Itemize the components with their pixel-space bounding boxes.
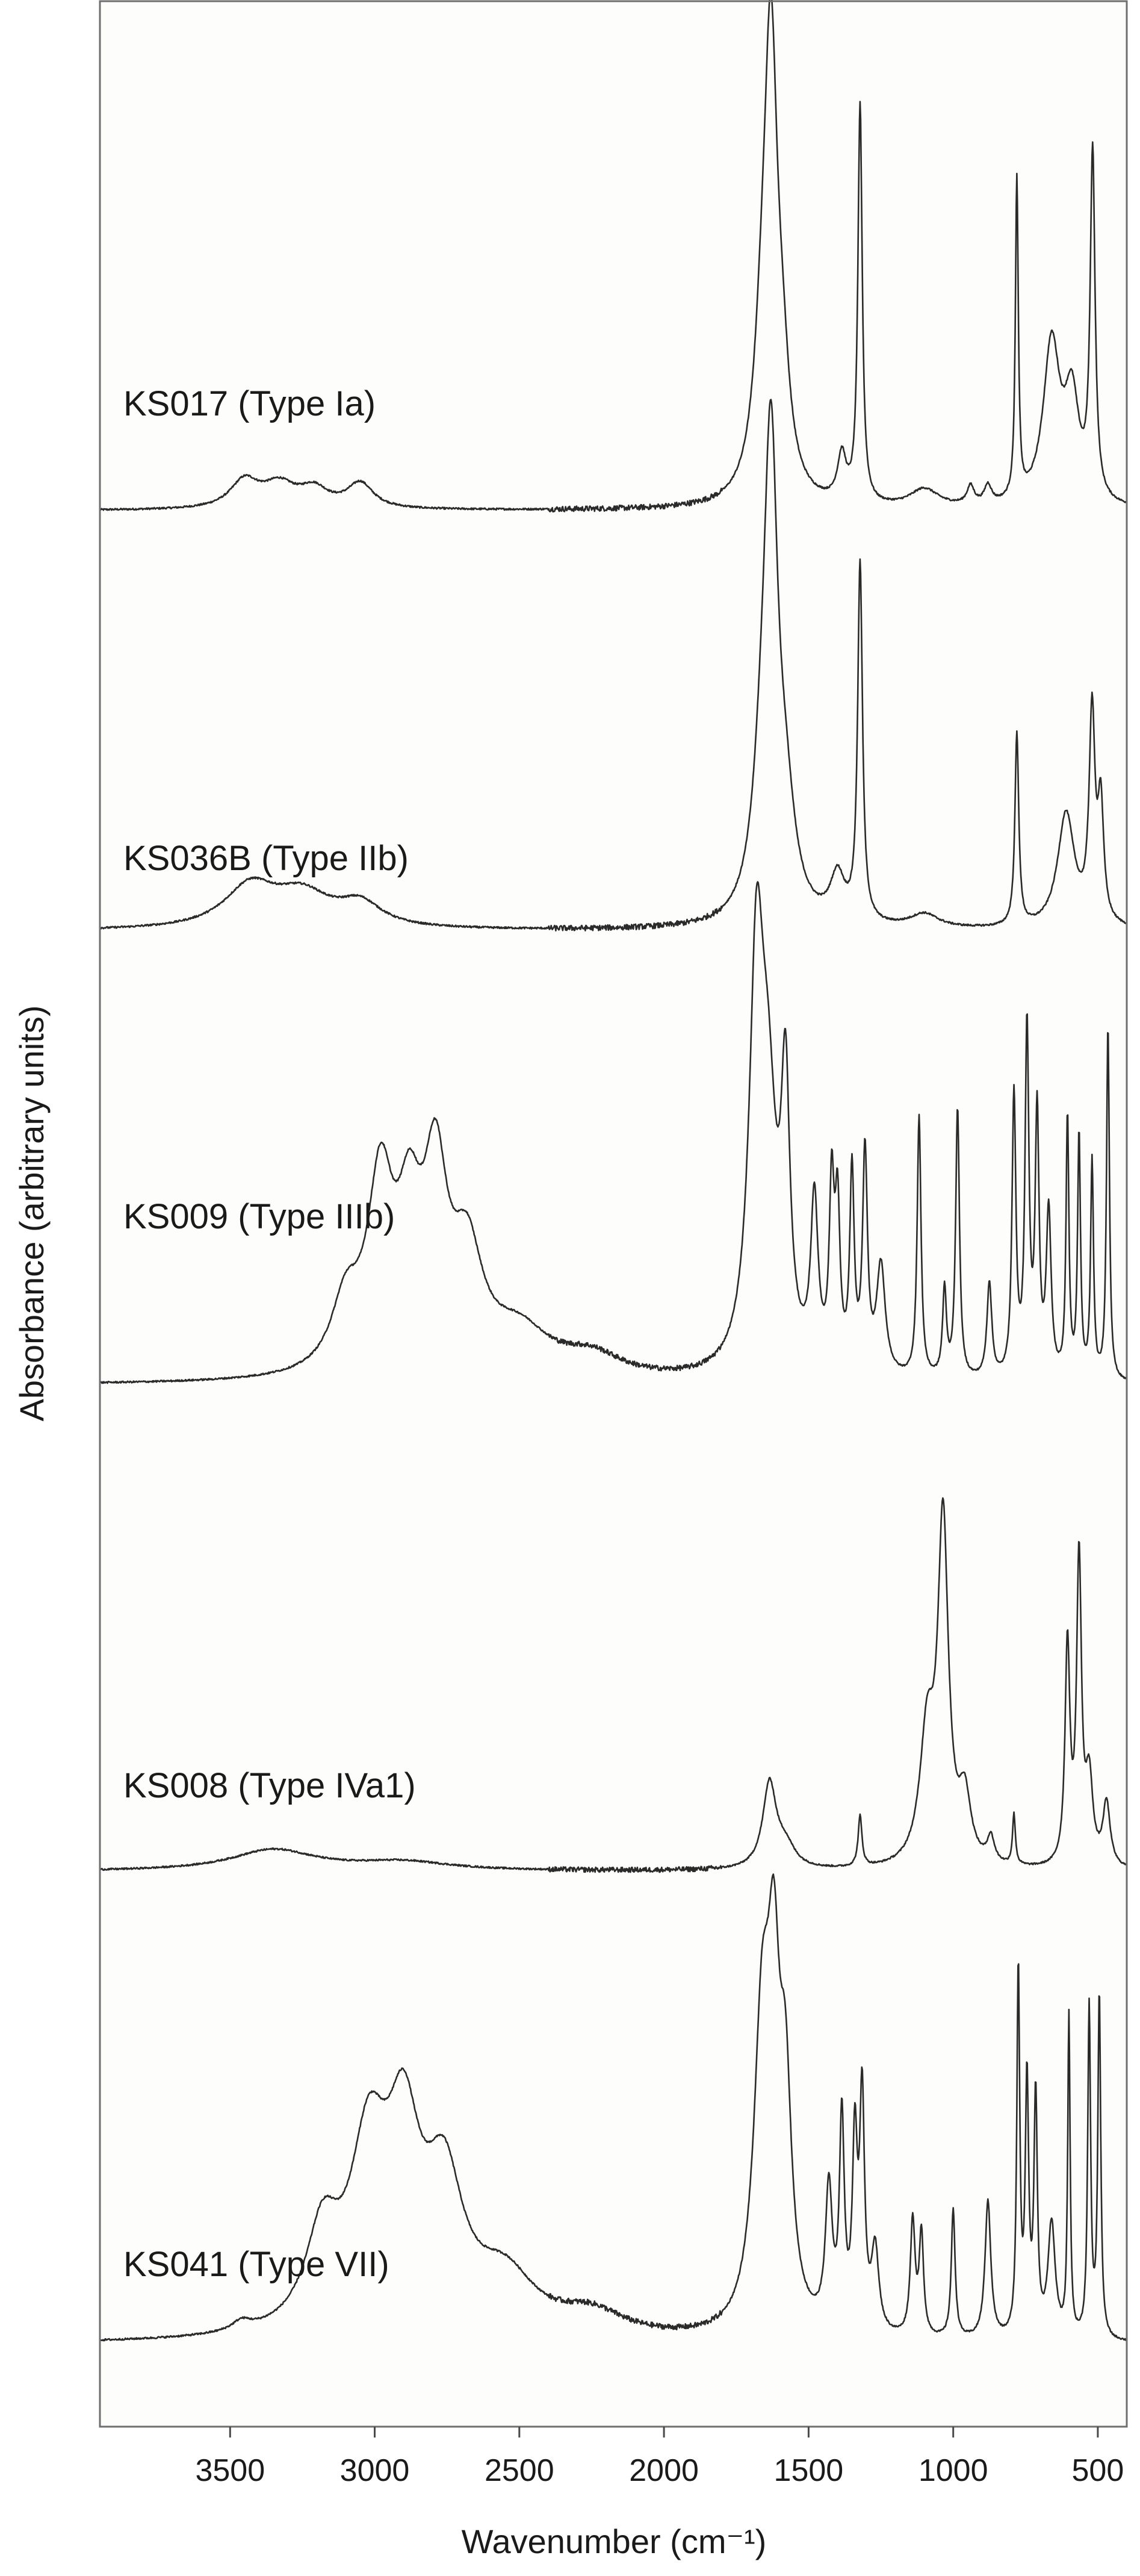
spectrum-line-5 <box>99 1873 1128 2342</box>
spectra-layer <box>99 0 1128 2342</box>
plot-frame <box>99 0 1128 2428</box>
series-labels-layer: KS017 (Type Ia) KS036B (Type IIb) KS009 (T… <box>123 384 416 2284</box>
spectrum-line-3 <box>99 881 1128 1384</box>
series-label-1: KS017 (Type Ia) <box>123 384 376 423</box>
x-axis-ticks: 3500 3000 2500 2000 1500 1000 500 <box>195 2427 1124 2488</box>
x-tick-label-500: 500 <box>1072 2453 1124 2488</box>
series-label-2: KS036B (Type IIb) <box>123 839 409 878</box>
x-tick-label-3000: 3000 <box>340 2453 410 2488</box>
series-label-4: KS008 (Type IVa1) <box>123 1766 416 1805</box>
x-tick-label-3500: 3500 <box>195 2453 265 2488</box>
y-axis-title: Absorbance (arbitrary units) <box>13 1006 51 1422</box>
x-tick-label-2000: 2000 <box>629 2453 699 2488</box>
x-tick-label-1000: 1000 <box>919 2453 988 2488</box>
x-tick-label-2500: 2500 <box>485 2453 554 2488</box>
x-tick-label-1500: 1500 <box>774 2453 844 2488</box>
spectrum-line-4 <box>99 1497 1128 1873</box>
spectrum-line-1 <box>99 0 1128 513</box>
spectrum-line-2 <box>99 399 1128 932</box>
x-axis-title: Wavenumber (cm⁻¹) <box>462 2522 767 2560</box>
series-label-5: KS041 (Type VII) <box>123 2245 389 2284</box>
series-label-3: KS009 (Type IIIb) <box>123 1197 395 1236</box>
